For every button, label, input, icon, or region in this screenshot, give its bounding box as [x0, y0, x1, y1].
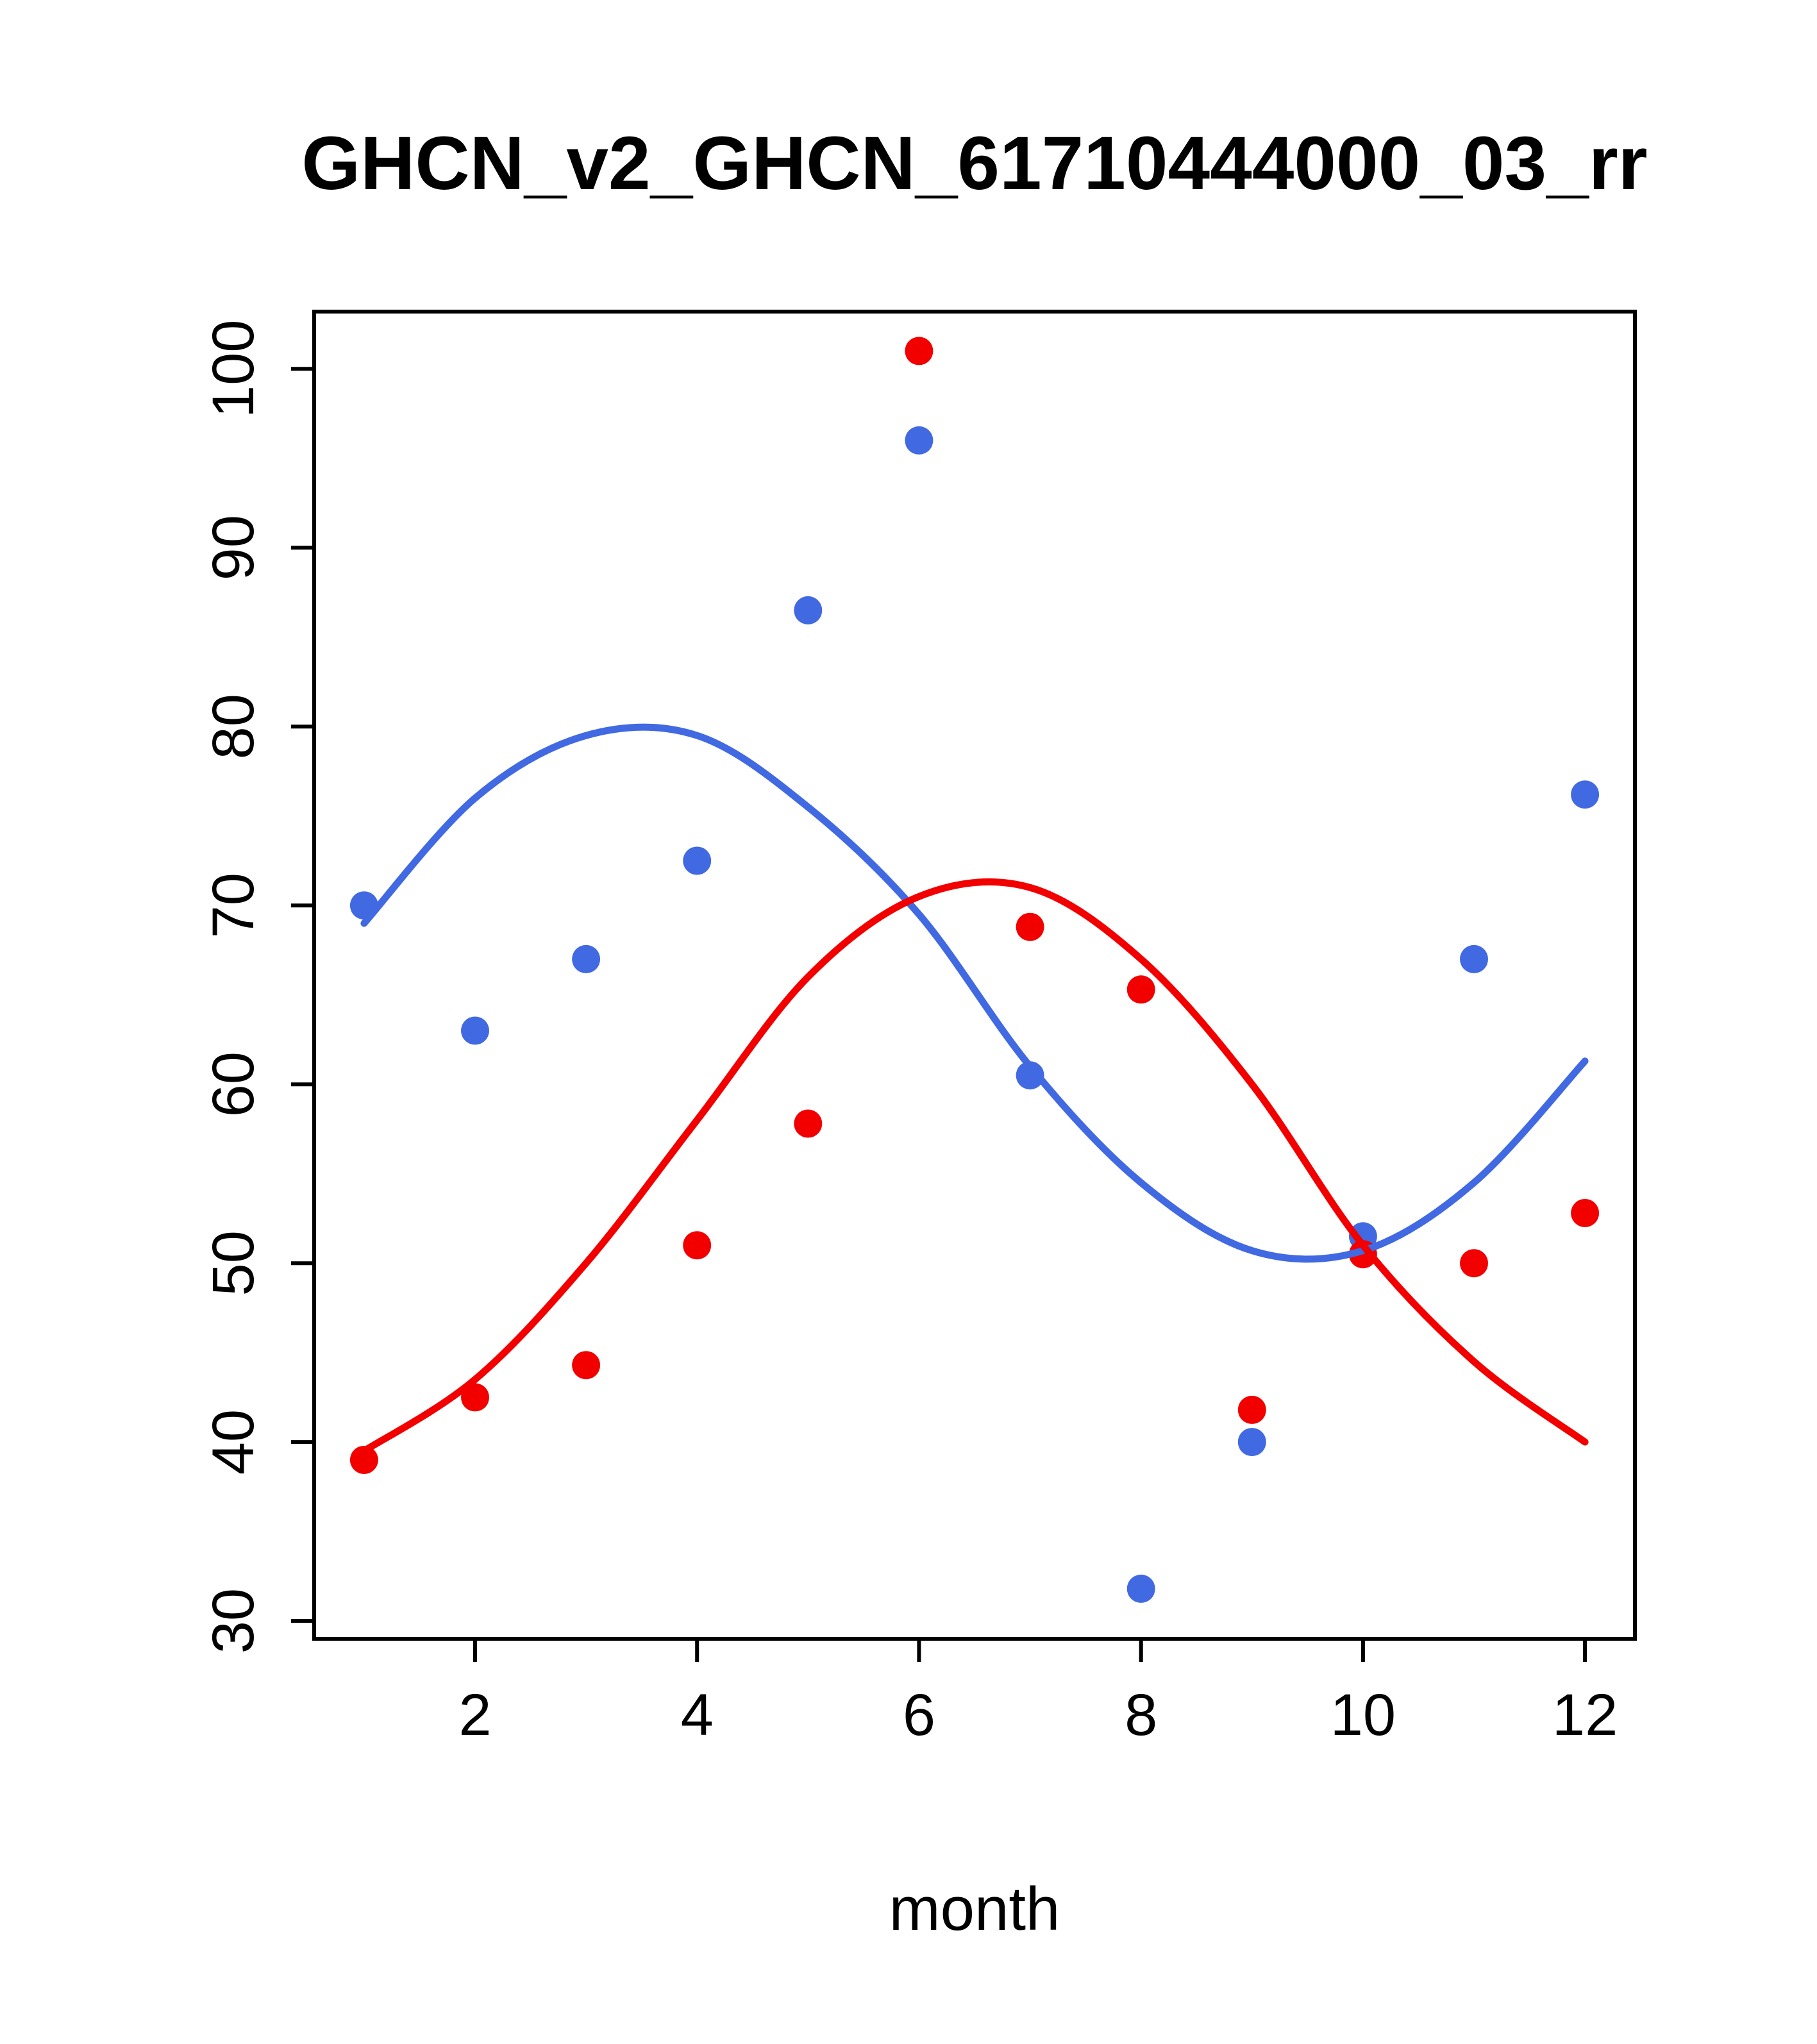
y-tick-label: 70 [201, 873, 266, 938]
red-smooth-line-path [360, 878, 1589, 1455]
red-points-marker [572, 1351, 601, 1380]
red-points-marker [1571, 1199, 1600, 1227]
red-points-marker [794, 1109, 823, 1138]
blue-points-marker [1126, 1574, 1155, 1603]
y-tick-label: 40 [201, 1409, 266, 1475]
y-tick-label: 90 [201, 515, 266, 580]
y-axis-ticks: 30 40 50 60 70 80 90 100 [201, 320, 314, 1654]
blue-points-marker [794, 596, 823, 624]
red-points-marker [349, 1446, 378, 1474]
y-tick-label: 100 [201, 320, 266, 419]
red-points [349, 337, 1600, 1474]
x-tick-label: 12 [1552, 1682, 1618, 1748]
blue-points-marker [1237, 1428, 1266, 1457]
blue-points-marker [1571, 780, 1600, 809]
chart-title: GHCN_v2_GHCN_61710444000_03_rr [301, 121, 1647, 206]
x-tick-label: 10 [1330, 1682, 1396, 1748]
y-tick-label: 80 [201, 694, 266, 759]
x-axis-ticks: 2 4 6 8 10 12 [458, 1639, 1618, 1748]
red-points-marker [683, 1231, 712, 1260]
red-points-marker [461, 1383, 489, 1412]
blue-smooth-line-path [360, 723, 1589, 1263]
x-tick-label: 4 [681, 1682, 714, 1748]
red-points-marker [1237, 1395, 1266, 1424]
red-points-marker [1460, 1249, 1488, 1278]
blue-points-marker [683, 846, 712, 875]
red-points-marker [905, 337, 934, 365]
blue-smooth-line [360, 723, 1589, 1263]
y-tick-label: 30 [201, 1588, 266, 1654]
blue-points-marker [461, 1016, 489, 1045]
x-tick-label: 6 [903, 1682, 935, 1748]
plot-area [312, 310, 1637, 1641]
red-points-marker [1126, 975, 1155, 1004]
blue-points-marker [572, 944, 601, 973]
blue-points-marker [905, 426, 934, 455]
y-tick-label: 50 [201, 1230, 266, 1296]
y-tick-label: 60 [201, 1051, 266, 1117]
blue-points-marker [1016, 1061, 1044, 1090]
x-axis-label: month [889, 1875, 1060, 1943]
series-layer [349, 337, 1600, 1603]
x-tick-label: 2 [458, 1682, 491, 1748]
x-tick-label: 8 [1125, 1682, 1157, 1748]
blue-points-marker [1460, 944, 1488, 973]
blue-points [349, 426, 1600, 1603]
red-smooth-line [360, 878, 1589, 1455]
red-points-marker [1016, 912, 1044, 941]
